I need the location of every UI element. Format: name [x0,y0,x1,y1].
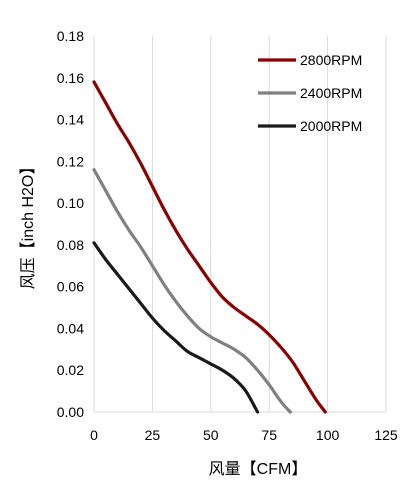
y-tick-label: 0.02 [57,362,84,378]
y-tick-label: 0.18 [57,28,84,44]
x-tick-label: 125 [374,427,398,443]
y-tick-label: 0.10 [57,195,84,211]
y-tick-label: 0.12 [57,153,84,169]
x-tick-label: 50 [203,427,219,443]
y-tick-label: 0.08 [57,237,84,253]
series-line-2400rpm [92,168,292,414]
series-line-2000rpm [92,241,260,414]
x-tick-label: 0 [90,427,98,443]
x-axis-title: 风量【CFM】 [209,461,308,478]
legend-label: 2400RPM [300,85,362,101]
series-layer [92,80,327,414]
legend: 2800RPM 2400RPM 2000RPM [258,52,362,134]
y-tick-label: 0.06 [57,279,84,295]
x-tick-label: 25 [145,427,161,443]
y-tick-label: 0.00 [57,404,84,420]
y-tick-label: 0.16 [57,70,84,86]
y-axis-title: 风压【inch H2O】 [20,159,37,290]
y-tick-label: 0.14 [57,112,84,128]
x-tick-label: 100 [316,427,340,443]
legend-label: 2800RPM [300,52,362,68]
axis-layer: 0 25 50 75 100 125 0.00 0.02 0.04 0.06 0.08 0.10 0.1… [57,28,398,443]
legend-label: 2000RPM [300,118,362,134]
grid-layer [93,36,387,412]
y-tick-label: 0.04 [57,320,84,336]
series-line-2800rpm [92,80,327,414]
x-tick-label: 75 [261,427,277,443]
